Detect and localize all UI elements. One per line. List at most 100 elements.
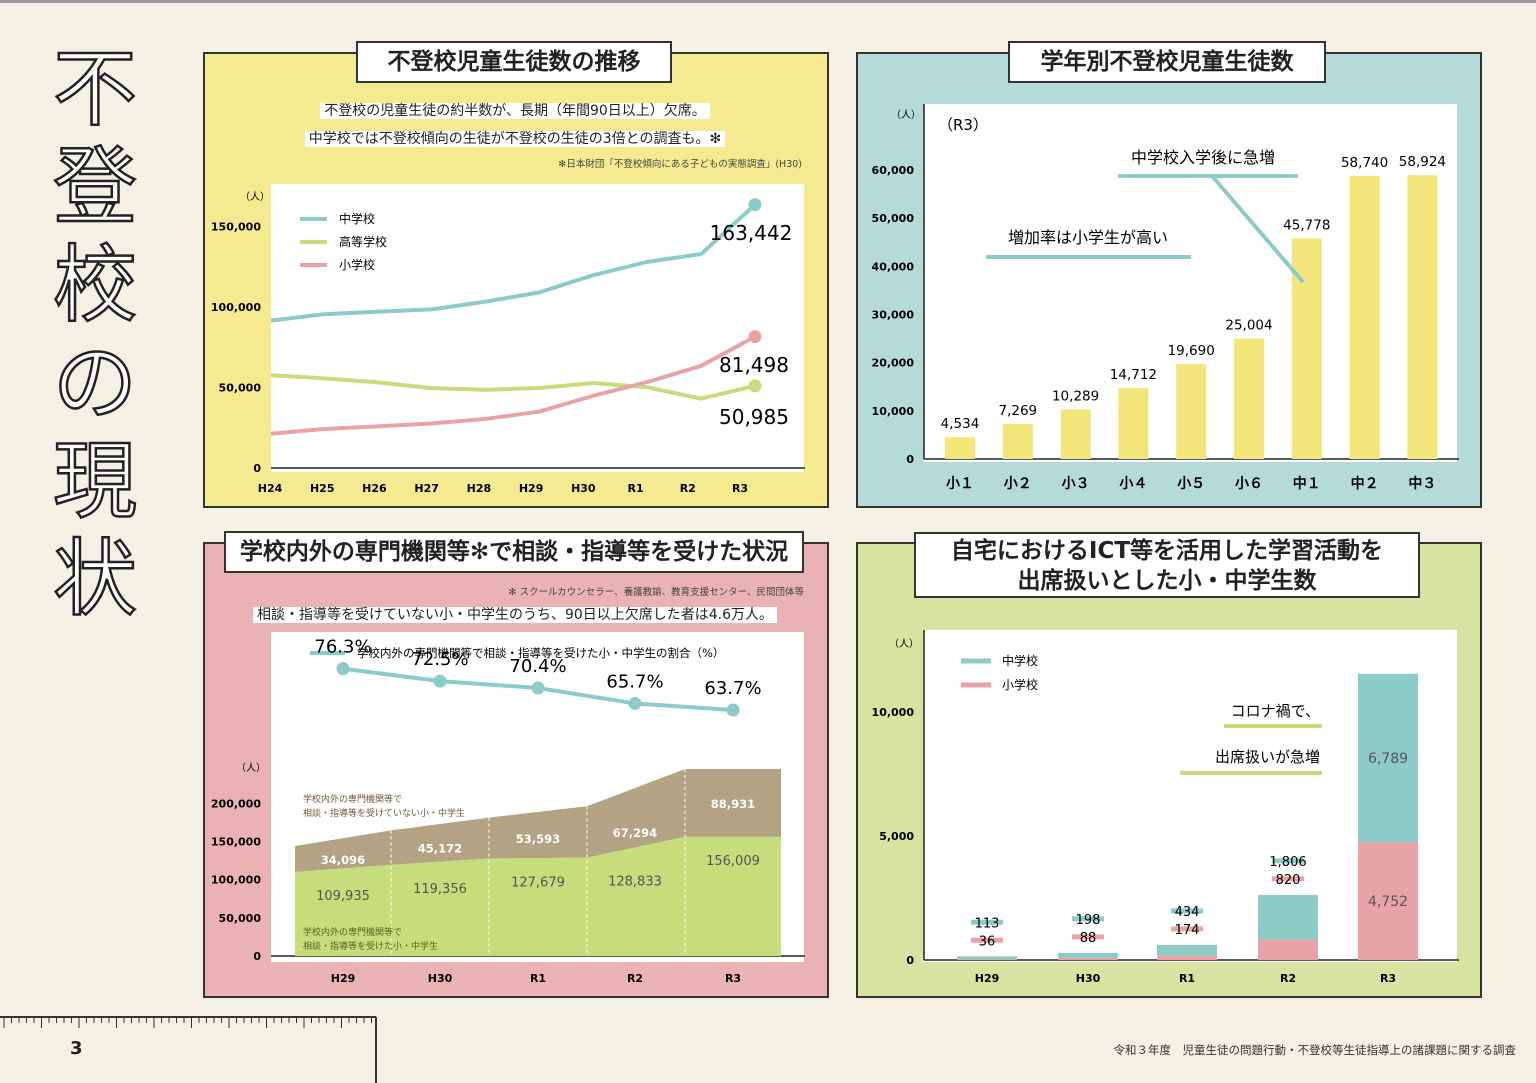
bar-value-label: 19,690 — [1168, 343, 1215, 359]
legend-label: 小学校 — [1002, 677, 1038, 692]
bar-jhs — [1058, 952, 1118, 958]
bar-es — [1358, 842, 1418, 960]
y-unit: （人） — [889, 638, 919, 650]
bar-es — [1157, 955, 1217, 960]
x-tick-label: R2 — [1280, 972, 1296, 985]
area-value-label: 67,294 — [613, 826, 657, 840]
bar-value-label: 14,712 — [1110, 367, 1157, 383]
y-tick-label: 5,000 — [879, 830, 914, 843]
bar-es — [1258, 939, 1318, 960]
chart-area — [271, 184, 804, 472]
y-tick-label: 0 — [906, 954, 914, 967]
y-tick-label: 50,000 — [219, 912, 262, 925]
legend-label: 中学校 — [339, 211, 375, 226]
year-label: （R3） — [938, 116, 988, 134]
title-char: 状 — [52, 529, 139, 630]
panel-note: 不登校の児童生徒の約半数が、長期（年間90日以上）欠席。 — [210, 100, 820, 120]
x-tick-label: R3 — [732, 482, 748, 495]
y-tick-label: 30,000 — [872, 309, 915, 322]
x-tick-label: H29 — [975, 972, 1000, 985]
y-tick-label: 0 — [253, 950, 261, 963]
rate-label: 76.3% — [314, 637, 371, 658]
x-tick-label: 小４ — [1119, 476, 1147, 492]
area-value-label: 156,009 — [706, 854, 760, 869]
bar-value-label: 10,289 — [1052, 388, 1099, 404]
bar-value-label: 36 — [979, 934, 996, 949]
series-end-point — [748, 330, 762, 344]
vertical-page-title: 不 登 校 の 現 状 — [40, 39, 150, 630]
x-tick-label: 小３ — [1062, 476, 1090, 492]
y-tick-label: 60,000 — [872, 164, 915, 177]
area-value-label: 128,833 — [608, 875, 662, 890]
x-tick-label: H30 — [428, 972, 453, 985]
title-char: 現 — [52, 431, 139, 532]
bar-value-label: 6,789 — [1368, 751, 1408, 767]
x-tick-label: R2 — [627, 972, 643, 985]
rate-point — [531, 681, 545, 695]
bar — [1349, 176, 1380, 459]
ruler-decoration — [0, 1016, 377, 1083]
y-tick-label: 20,000 — [872, 357, 915, 370]
bar-value-label: 4,534 — [941, 416, 980, 432]
bar-value-label: 45,778 — [1283, 218, 1330, 234]
y-unit: （人） — [236, 762, 266, 774]
bar-value-label: 198 — [1076, 913, 1101, 928]
panel-title: 不登校児童生徒数の推移 — [356, 41, 672, 83]
y-tick-label: 0 — [906, 453, 914, 466]
rate-label: 65.7% — [606, 671, 663, 692]
x-tick-label: 小１ — [946, 476, 974, 492]
title-char: の — [52, 333, 139, 434]
series-line — [270, 373, 756, 401]
y-tick-label: 100,000 — [211, 874, 261, 887]
area-label: 学校内外の専門機関等で — [303, 793, 402, 805]
legend-label: 学校内外の専門機関等で相談・指導等を受けた小・中学生の割合（%） — [357, 646, 724, 660]
x-tick-label: R1 — [1179, 972, 1195, 985]
panel-title: 学年別不登校児童生徒数 — [1008, 41, 1326, 83]
area-value-label: 119,356 — [413, 882, 467, 897]
legend-label: 小学校 — [339, 257, 375, 272]
footnote: ✻ スクールカウンセラー、養護教諭、教育支援センター、民間団体等 — [508, 587, 804, 598]
x-tick-label: R2 — [680, 482, 696, 495]
panel-title: 学校内外の専門機関等✻で相談・指導等を受けた状況 — [224, 531, 804, 573]
rate-point — [726, 703, 740, 717]
annotation: 中学校入学後に急増 — [1131, 148, 1275, 167]
bar-value-label: 434 — [1175, 905, 1200, 920]
x-tick-label: R3 — [725, 972, 741, 985]
y-tick-label: 50,000 — [872, 212, 915, 225]
area-value-label: 109,935 — [316, 889, 370, 904]
x-tick-label: R1 — [530, 972, 546, 985]
panel-note: 中学校では不登校傾向の生徒が不登校の生徒の3倍との調査も。✻ — [210, 128, 820, 148]
source-citation: 令和３年度 児童生徒の問題行動・不登校等生徒指導上の諸課題に関する調査 — [1113, 1043, 1517, 1057]
end-label-jhs: 163,442 — [710, 221, 793, 245]
bar — [1234, 338, 1264, 459]
title-char: 登 — [52, 137, 139, 238]
legend-label: 中学校 — [1002, 653, 1038, 668]
panel-title: 自宅におけるICT等を活用した学習活動を 出席扱いとした小・中学生数 — [914, 532, 1420, 598]
area-label: 学校内外の専門機関等で — [303, 926, 402, 938]
x-tick-label: R3 — [1380, 972, 1396, 985]
bar — [1118, 388, 1149, 459]
series-end-point — [748, 198, 762, 212]
bar — [1060, 409, 1091, 459]
x-tick-label: 小５ — [1177, 476, 1205, 492]
end-label-hs: 50,985 — [719, 405, 789, 429]
bar-es — [1058, 957, 1118, 960]
footnote: ✻日本財団「不登校傾向にある子どもの実態調査」(H30) — [558, 159, 802, 170]
rate-point — [628, 696, 642, 710]
page-number: 3 — [70, 1038, 83, 1059]
x-tick-label: 中２ — [1351, 475, 1379, 492]
x-tick-label: H30 — [1076, 972, 1101, 985]
y-tick-label: 10,000 — [872, 706, 915, 719]
y-tick-label: 200,000 — [211, 797, 261, 810]
rate-label: 72.5% — [411, 649, 468, 670]
title-line: 出席扱いとした小・中学生数 — [1017, 568, 1317, 594]
bar-value-label: 25,004 — [1225, 318, 1272, 334]
area-chart: 学校内外の専門機関等で相談・指導等を受けた小・中学生の割合（%） （人） 0 50… — [211, 637, 805, 985]
y-tick-label: 100,000 — [211, 301, 261, 314]
x-tick-label: 中３ — [1408, 475, 1436, 492]
panel-note: 相談・指導等を受けていない小・中学生のうち、90日以上欠席した者は4.6万人。 — [210, 604, 820, 624]
bar — [1002, 423, 1033, 459]
y-tick-label: 150,000 — [211, 220, 261, 233]
x-tick-label: R1 — [627, 482, 643, 495]
bar-value-label: 4,752 — [1368, 894, 1408, 910]
